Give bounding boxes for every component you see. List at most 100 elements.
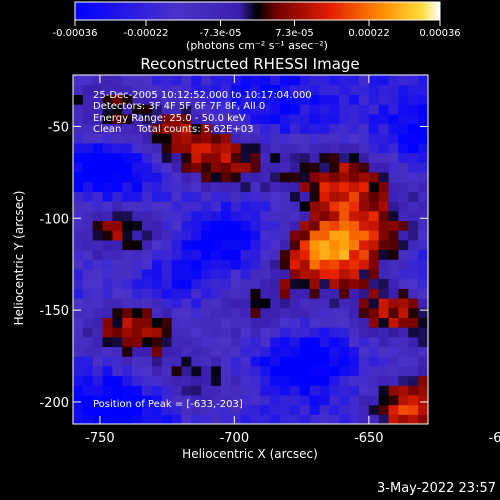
- image-pixel: [329, 191, 340, 202]
- image-pixel: [132, 239, 143, 251]
- image-pixel: [201, 317, 212, 328]
- image-pixel: [260, 327, 271, 338]
- image-pixel: [250, 404, 261, 415]
- image-pixel: [102, 327, 114, 338]
- image-pixel: [171, 113, 183, 125]
- image-pixel: [161, 385, 173, 396]
- image-pixel: [398, 307, 409, 318]
- image-pixel: [270, 404, 281, 415]
- image-pixel: [122, 104, 133, 115]
- image-pixel: [358, 268, 370, 280]
- image-pixel: [112, 230, 123, 241]
- image-pixel: [220, 249, 232, 260]
- image-pixel: [329, 171, 340, 183]
- image-pixel: [250, 210, 261, 222]
- image-pixel: [240, 346, 252, 357]
- image-pixel: [358, 220, 370, 231]
- image-pixel: [230, 230, 242, 241]
- image-pixel: [299, 123, 311, 134]
- image-pixel: [418, 123, 428, 134]
- image-pixel: [92, 346, 104, 357]
- image-pixel: [92, 84, 104, 95]
- image-pixel: [339, 404, 350, 415]
- image-pixel: [339, 210, 350, 222]
- image-pixel: [171, 288, 183, 299]
- image-pixel: [230, 288, 242, 299]
- image-pixel: [161, 142, 173, 154]
- image-pixel: [250, 307, 261, 318]
- image-pixel: [82, 152, 94, 163]
- image-pixel: [102, 356, 114, 367]
- image-pixel: [112, 346, 123, 357]
- image-pixel: [289, 171, 301, 183]
- image-pixel: [112, 162, 123, 173]
- image-pixel: [151, 288, 163, 299]
- image-pixel: [309, 210, 321, 222]
- image-pixel: [240, 94, 252, 105]
- image-pixel: [339, 307, 350, 318]
- image-pixel: [151, 75, 163, 86]
- image-pixel: [329, 278, 340, 289]
- image-pixel: [132, 191, 143, 202]
- image-pixel: [250, 113, 261, 125]
- image-pixel: [289, 259, 301, 270]
- image-pixel: [358, 297, 370, 309]
- image-pixel: [191, 288, 202, 299]
- image-pixel: [171, 327, 183, 338]
- image-pixel: [299, 142, 311, 154]
- image-pixel: [230, 394, 242, 406]
- colorbar-tick-label: -7.3e-05: [199, 28, 241, 39]
- image-pixel: [280, 268, 291, 280]
- image-pixel: [220, 230, 232, 241]
- colorbar-tick-label: -0.00036: [53, 28, 98, 39]
- image-pixel: [211, 104, 222, 115]
- image-pixel: [151, 104, 163, 115]
- image-pixel: [181, 336, 192, 348]
- image-pixel: [211, 123, 222, 134]
- image-pixel: [289, 394, 301, 406]
- image-pixel: [92, 220, 104, 231]
- image-pixel: [349, 230, 360, 241]
- image-pixel: [230, 327, 242, 338]
- image-pixel: [260, 307, 271, 318]
- image-pixel: [319, 385, 330, 396]
- image-pixel: [171, 278, 183, 289]
- image-pixel: [230, 123, 242, 134]
- image-pixel: [191, 123, 202, 134]
- image-pixel: [398, 327, 409, 338]
- image-pixel: [339, 327, 350, 338]
- image-pixel: [270, 94, 281, 105]
- image-pixel: [73, 201, 84, 212]
- image-pixel: [280, 142, 291, 154]
- image-pixel: [102, 346, 114, 357]
- image-pixel: [142, 327, 153, 338]
- image-pixel: [418, 75, 428, 86]
- image-pixel: [329, 123, 340, 134]
- image-pixel: [368, 201, 380, 212]
- image-pixel: [240, 404, 252, 415]
- image-pixel: [339, 356, 350, 367]
- image-pixel: [142, 394, 153, 406]
- image-pixel: [299, 346, 311, 357]
- image-pixel: [260, 268, 271, 280]
- image-pixel: [398, 220, 409, 231]
- image-pixel: [191, 191, 202, 202]
- image-pixel: [368, 152, 380, 163]
- image-pixel: [102, 94, 114, 105]
- image-pixel: [349, 181, 360, 192]
- image-pixel: [349, 239, 360, 251]
- image-pixel: [260, 191, 271, 202]
- image-pixel: [112, 152, 123, 163]
- image-pixel: [112, 336, 123, 348]
- image-pixel: [418, 162, 428, 173]
- image-pixel: [112, 113, 123, 125]
- image-pixel: [270, 268, 281, 280]
- image-pixel: [181, 201, 192, 212]
- image-pixel: [368, 259, 380, 270]
- image-pixel: [319, 94, 330, 105]
- image-pixel: [378, 75, 390, 86]
- image-pixel: [260, 75, 271, 86]
- image-pixel: [280, 278, 291, 289]
- image-pixel: [329, 268, 340, 280]
- image-pixel: [211, 404, 222, 415]
